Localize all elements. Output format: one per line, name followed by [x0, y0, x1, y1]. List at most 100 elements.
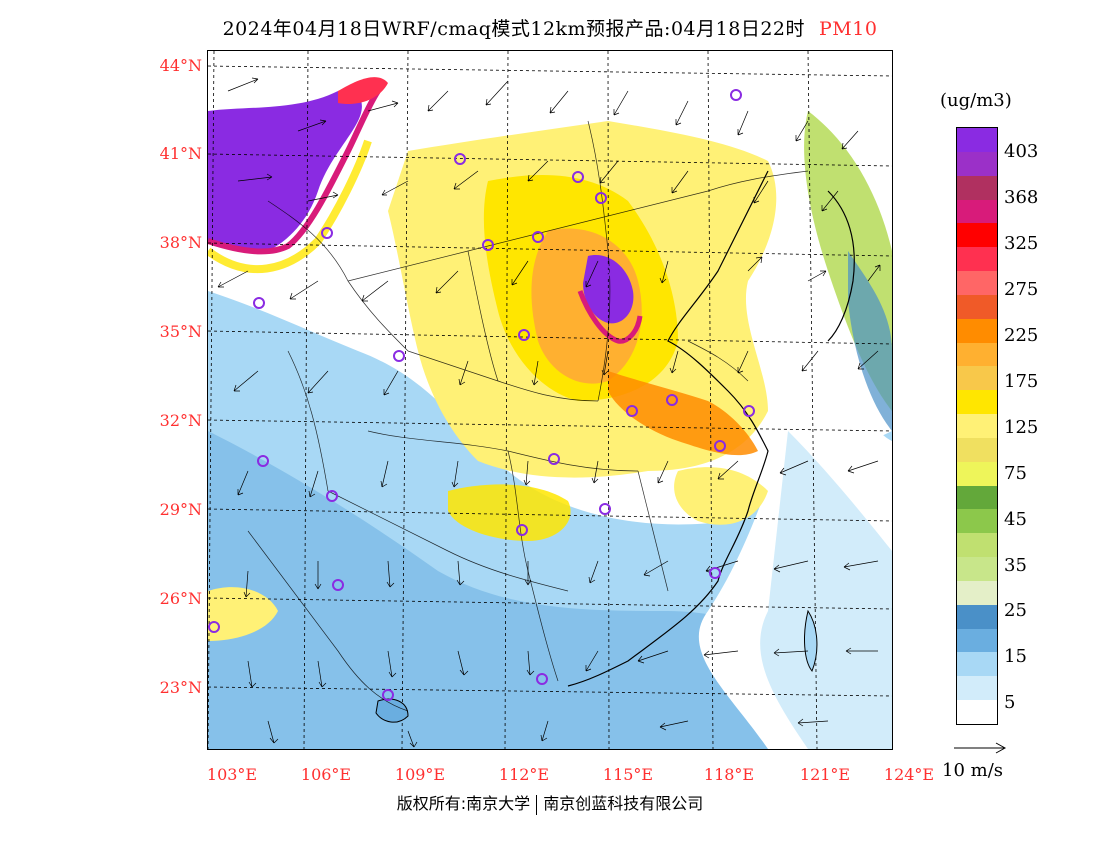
- lon-label-121: 121°E: [799, 765, 851, 784]
- colorbar-swatch: [957, 366, 997, 391]
- colorbar-label: 125: [1004, 417, 1039, 438]
- taiwan-coast: [804, 609, 818, 672]
- colorbar-swatch: [957, 485, 997, 510]
- legend-unit: (ug/m3): [940, 90, 1012, 111]
- map-panel: [207, 50, 893, 750]
- colorbar-swatch: [957, 437, 997, 463]
- copyright-right: 南京创蓝科技有限公司: [543, 794, 704, 813]
- colorbar-swatch: [957, 390, 997, 415]
- title-main: 2024年04月18日WRF/cmaq模式12km预报产品:04月18日22时: [222, 18, 805, 40]
- station-marker: [393, 350, 405, 362]
- station-marker: [253, 297, 265, 309]
- colorbar-swatch: [957, 128, 997, 153]
- station-marker: [326, 490, 338, 502]
- dust-plume-outer: [208, 139, 372, 274]
- station-marker: [516, 524, 528, 536]
- station-markers: [208, 89, 755, 701]
- colorbar: [956, 127, 998, 725]
- lon-label-109: 109°E: [394, 765, 446, 784]
- southwest-blob: [208, 587, 278, 641]
- colorbar-label: 25: [1004, 600, 1027, 621]
- station-marker: [600, 265, 612, 277]
- colorbar-label: 175: [1004, 371, 1039, 392]
- colorbar-swatch: [957, 461, 997, 487]
- lat-label-32: 32°N: [159, 411, 202, 430]
- pm10-concentration-map: [208, 51, 892, 749]
- korea-coast: [827, 190, 855, 342]
- copyright-notice: 版权所有:南京大学 南京创蓝科技有限公司: [0, 790, 1100, 815]
- colorbar-swatch: [957, 676, 997, 701]
- station-marker: [536, 673, 548, 685]
- province-boundaries: [247, 120, 809, 712]
- copyright-separator: [536, 794, 538, 815]
- colorbar-swatch: [957, 271, 997, 296]
- station-marker: [626, 405, 638, 417]
- station-marker: [532, 231, 544, 243]
- dust-plume-edge: [208, 89, 381, 255]
- colorbar-label: 15: [1004, 646, 1027, 667]
- colorbar-swatch: [957, 557, 997, 582]
- colorbar-swatch: [957, 342, 997, 367]
- colorbar-swatch: [957, 604, 997, 630]
- colorbar-swatch: [957, 509, 997, 534]
- concentration-field-peak-edge: [577, 290, 643, 344]
- lon-label-118: 118°E: [703, 765, 755, 784]
- graticule: [208, 51, 892, 749]
- wind-vectors: [217, 77, 881, 748]
- lon-label-106: 106°E: [300, 765, 352, 784]
- sea-haze: [760, 431, 892, 749]
- lat-label-26: 26°N: [159, 589, 202, 608]
- colorbar-swatch: [957, 580, 997, 606]
- colorbar-label: 325: [1004, 233, 1039, 254]
- east-coast-blue: [848, 251, 892, 431]
- colorbar-swatch: [957, 628, 997, 653]
- colorbar-swatch: [957, 223, 997, 248]
- pollutant-label: PM10: [819, 18, 878, 40]
- colorbar-label: 403: [1004, 141, 1039, 162]
- lon-label-103: 103°E: [206, 765, 258, 784]
- concentration-field-peak: [583, 255, 634, 324]
- station-marker: [257, 455, 269, 467]
- colorbar-label: 368: [1004, 187, 1039, 208]
- colorbar-swatch: [957, 533, 997, 558]
- station-marker: [321, 227, 333, 239]
- colorbar-swatch: [957, 700, 997, 725]
- station-marker: [743, 405, 755, 417]
- colorbar-swatch: [957, 414, 997, 439]
- lon-label-112: 112°E: [498, 765, 550, 784]
- lat-label-23: 23°N: [159, 678, 202, 697]
- station-marker: [572, 171, 584, 183]
- wind-scale-label: 10 m/s: [942, 760, 1003, 781]
- station-marker: [382, 689, 394, 701]
- station-marker: [599, 503, 611, 515]
- station-marker: [482, 239, 494, 251]
- lat-label-44: 44°N: [159, 56, 202, 75]
- colorbar-label: 45: [1004, 509, 1027, 530]
- yangtze-orange-band: [608, 371, 758, 456]
- dust-plume: [208, 90, 362, 253]
- colorbar-label: 35: [1004, 555, 1027, 576]
- station-marker: [666, 394, 678, 406]
- station-marker: [714, 440, 726, 452]
- station-marker: [332, 579, 344, 591]
- wind-scale-arrow-icon: [954, 742, 1007, 754]
- map-title: 2024年04月18日WRF/cmaq模式12km预报产品:04月18日22时 P…: [0, 14, 1100, 41]
- colorbar-swatch: [957, 652, 997, 677]
- station-marker: [709, 567, 721, 579]
- station-marker: [454, 153, 466, 165]
- colorbar-swatch: [957, 199, 997, 224]
- station-marker: [518, 329, 530, 341]
- dust-top: [338, 77, 388, 105]
- colorbar-label: 225: [1004, 325, 1039, 346]
- colorbar-swatch: [957, 247, 997, 272]
- station-marker: [730, 89, 742, 101]
- station-marker: [548, 453, 560, 465]
- coastline: [567, 170, 769, 687]
- colorbar-label: 75: [1004, 463, 1027, 484]
- lat-label-41: 41°N: [159, 144, 202, 163]
- copyright-left: 版权所有:南京大学: [396, 794, 531, 813]
- lat-label-29: 29°N: [159, 500, 202, 519]
- southeast-yellow-blob: [674, 467, 768, 525]
- lon-label-115: 115°E: [602, 765, 654, 784]
- lon-label-124: 124°E: [883, 765, 935, 784]
